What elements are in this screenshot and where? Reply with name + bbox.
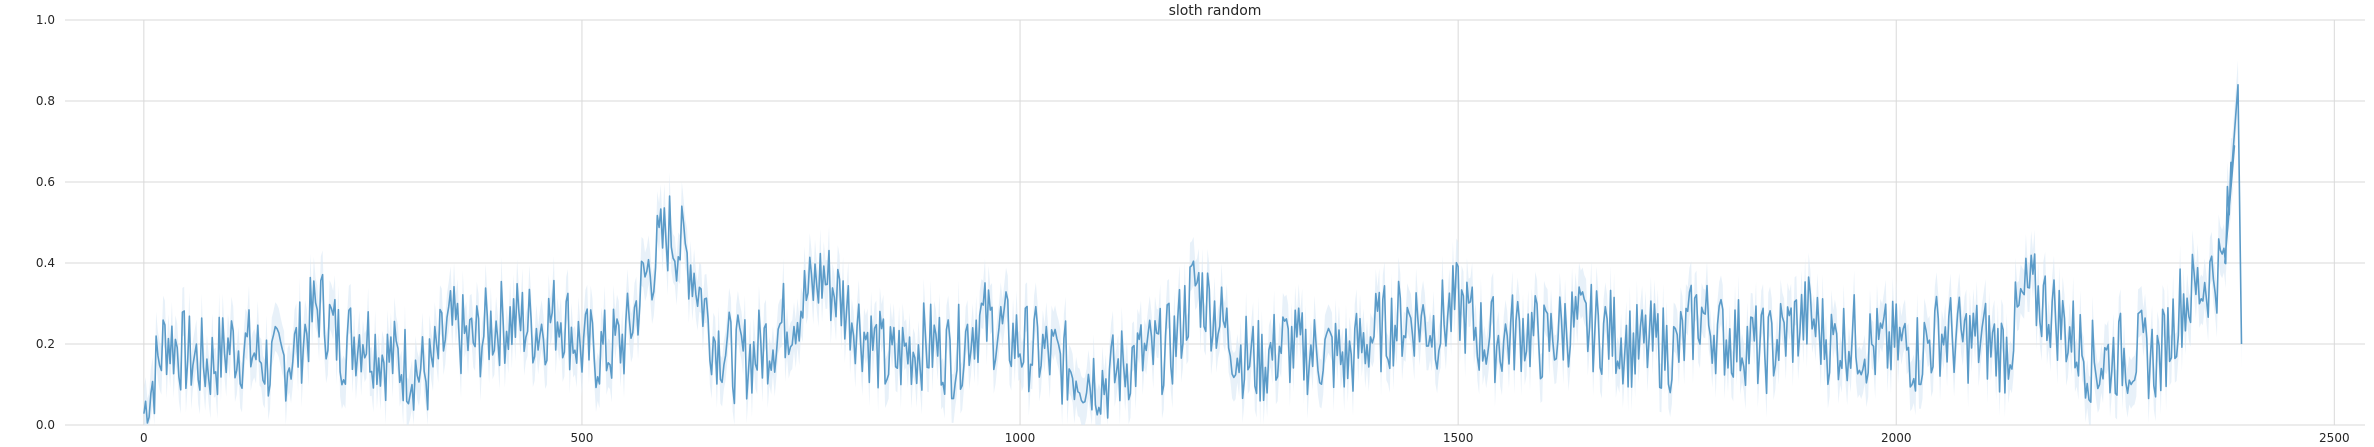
plot-background (65, 20, 2365, 425)
y-tick-label: 0.0 (36, 418, 55, 432)
x-tick-label: 2500 (2319, 431, 2350, 445)
x-tick-label: 500 (570, 431, 593, 445)
x-tick-label: 2000 (1881, 431, 1912, 445)
grid-lines (65, 19, 2365, 426)
series-line (143, 84, 2243, 424)
y-tick-label: 0.6 (36, 175, 55, 189)
tick-labels: 0 500 1000 1500 2000 2500 0.0 0.2 0.4 0.6 0.8 1.0 (36, 13, 2350, 445)
y-tick-label: 0.8 (36, 94, 55, 108)
series-line-group (143, 84, 2243, 424)
chart-title: sloth random (1169, 3, 1262, 19)
x-tick-label: 0 (140, 431, 148, 445)
x-tick-label: 1000 (1005, 431, 1036, 445)
y-tick-label: 1.0 (36, 13, 55, 27)
y-tick-label: 0.4 (36, 256, 55, 270)
x-tick-label: 1500 (1443, 431, 1474, 445)
y-tick-label: 0.2 (36, 337, 55, 351)
